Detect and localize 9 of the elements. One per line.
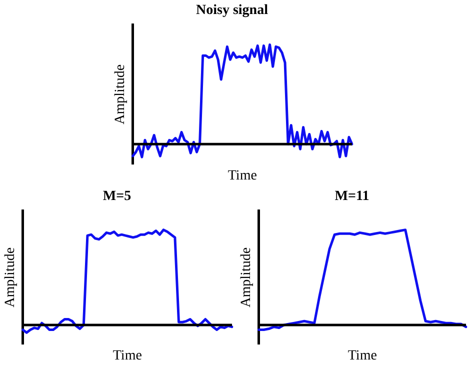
chart-title: M=5 xyxy=(102,189,132,204)
y-axis-title: Amplitude xyxy=(239,247,254,308)
x-axis-title: Time xyxy=(348,348,377,364)
x-axis-title: Time xyxy=(228,168,257,184)
x-axis-title: Time xyxy=(112,348,142,364)
y-axis-title: Amplitude xyxy=(113,64,128,124)
chart-title: Noisy signal xyxy=(196,3,268,18)
chart-title: M=11 xyxy=(334,189,370,204)
y-axis-title: Amplitude xyxy=(3,247,18,308)
